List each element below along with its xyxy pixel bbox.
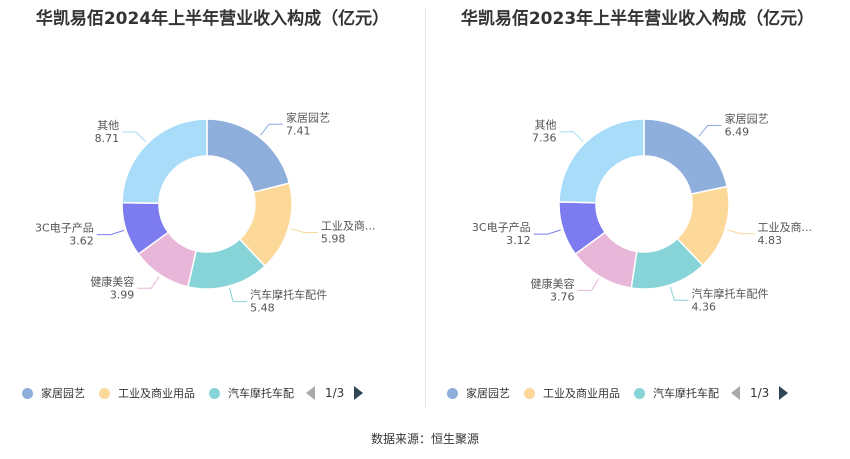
legend-dot-icon <box>99 387 110 399</box>
legend-label: 工业及商业用品 <box>543 387 620 400</box>
slice-label: 其他 <box>97 119 119 132</box>
chart-title: 华凯易佰2024年上半年营业收入构成（亿元） <box>35 9 390 29</box>
legend-pager: 1/3 <box>731 386 789 400</box>
leader-line <box>669 286 689 301</box>
slice-value-label: 3.99 <box>110 288 135 301</box>
slice-value-label: 3.62 <box>69 235 94 248</box>
page-indicator: 1/3 <box>750 386 770 400</box>
panel-divider <box>425 8 426 408</box>
leader-line <box>229 287 248 303</box>
legend-label: 工业及商业用品 <box>118 387 195 400</box>
legend-item-auto-parts[interactable]: 汽车摩托车配 <box>209 385 294 401</box>
next-page-icon[interactable] <box>779 386 789 400</box>
chart-panel-2023: 华凯易佰2023年上半年营业收入构成（亿元） 家居园艺 6.49 工业及商... 4.… <box>425 0 850 410</box>
legend-dot-icon <box>209 387 220 399</box>
slice-label: 3C电子产品 <box>472 220 531 234</box>
slice-other[interactable] <box>558 118 645 204</box>
slice-value-label: 7.36 <box>532 132 557 145</box>
legend-dot-icon <box>524 387 535 399</box>
legend-label: 汽车摩托车配 <box>653 387 719 400</box>
slice-value-label: 5.98 <box>321 233 346 246</box>
slice-label: 汽车摩托车配件 <box>691 286 768 300</box>
slice-label: 3C电子产品 <box>35 221 94 235</box>
next-page-icon[interactable] <box>354 386 364 400</box>
chart-panel-2024: 华凯易佰2024年上半年营业收入构成（亿元） 家居园艺 7.41 工业及商... 5.… <box>0 0 425 410</box>
leader-line <box>726 229 755 235</box>
legend-item-industrial[interactable]: 工业及商业用品 <box>524 385 620 401</box>
slice-label: 工业及商... <box>321 219 376 233</box>
slice-label: 工业及商... <box>758 220 813 234</box>
slice-label: 健康美容 <box>531 276 575 290</box>
legend-label: 汽车摩托车配 <box>228 387 294 400</box>
chart-title: 华凯易佰2023年上半年营业收入构成（亿元） <box>460 9 815 29</box>
slice-value-label: 3.12 <box>506 234 531 247</box>
slice-home-garden[interactable] <box>206 118 291 194</box>
slice-value-label: 6.49 <box>725 126 750 139</box>
slice-value-label: 8.71 <box>95 132 120 145</box>
legend-label: 家居园艺 <box>41 387 85 400</box>
leader-line <box>96 229 125 236</box>
slice-label: 汽车摩托车配件 <box>250 288 327 302</box>
slice-value-label: 4.83 <box>758 234 783 247</box>
leader-line <box>260 123 284 136</box>
legend-pager: 1/3 <box>306 386 364 400</box>
leader-line <box>698 125 722 137</box>
legend-item-industrial[interactable]: 工业及商业用品 <box>99 385 195 401</box>
legend-dot-icon <box>634 387 645 399</box>
leader-line <box>122 131 147 143</box>
leader-line <box>559 131 584 143</box>
leader-line <box>137 276 160 289</box>
leader-line <box>577 278 600 291</box>
leader-line <box>533 229 562 235</box>
data-source: 数据来源：恒生聚源 <box>370 432 479 446</box>
slice-value-label: 3.76 <box>550 290 575 303</box>
slice-value-label: 7.41 <box>286 124 311 137</box>
legend-item-auto-parts[interactable]: 汽车摩托车配 <box>634 385 719 401</box>
legend-item-home-garden[interactable]: 家居园艺 <box>447 385 510 401</box>
slice-label: 其他 <box>534 119 556 132</box>
legend: 家居园艺 工业及商业用品 汽车摩托车配 1/3 <box>447 383 789 403</box>
slice-other[interactable] <box>121 118 208 205</box>
legend-dot-icon <box>447 387 458 399</box>
leader-line <box>290 228 318 234</box>
legend-label: 家居园艺 <box>466 387 510 400</box>
legend: 家居园艺 工业及商业用品 汽车摩托车配 1/3 <box>22 383 364 403</box>
slice-value-label: 4.36 <box>691 300 716 313</box>
prev-page-icon[interactable] <box>306 386 315 400</box>
slice-label: 家居园艺 <box>725 112 769 126</box>
slice-label: 家居园艺 <box>286 110 330 124</box>
legend-dot-icon <box>22 387 33 399</box>
slice-label: 健康美容 <box>90 274 134 288</box>
legend-item-home-garden[interactable]: 家居园艺 <box>22 385 85 401</box>
slice-value-label: 5.48 <box>250 302 275 315</box>
slice-home-garden[interactable] <box>643 118 729 195</box>
page-indicator: 1/3 <box>325 386 345 400</box>
prev-page-icon[interactable] <box>731 386 740 400</box>
